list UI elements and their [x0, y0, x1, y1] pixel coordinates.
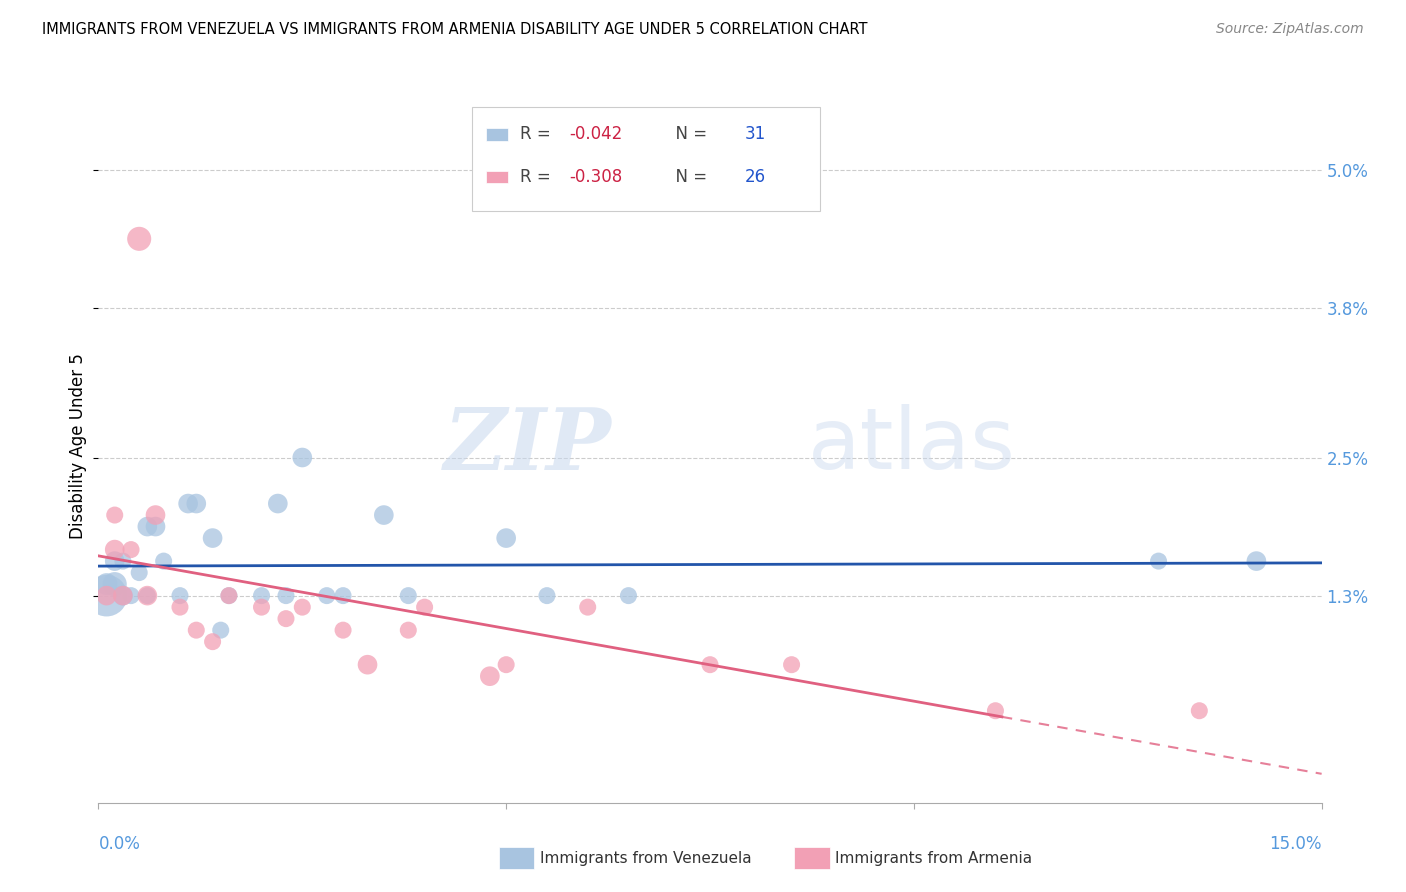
FancyBboxPatch shape [486, 170, 508, 184]
Point [145, 519, 167, 533]
Text: -0.308: -0.308 [569, 168, 623, 186]
Point [96, 589, 118, 603]
Point [96, 577, 118, 591]
Point [104, 508, 127, 522]
Point [120, 542, 142, 557]
Point [218, 589, 240, 603]
Text: ZIP: ZIP [444, 404, 612, 488]
Point [104, 554, 127, 568]
Point [617, 589, 640, 603]
Text: R =: R = [520, 168, 557, 186]
Point [111, 554, 134, 568]
Text: R =: R = [520, 125, 557, 143]
Text: N =: N = [665, 125, 713, 143]
Point [186, 623, 208, 637]
Point [332, 589, 354, 603]
Point [413, 600, 436, 615]
Point [145, 508, 167, 522]
Point [186, 497, 208, 511]
Point [136, 519, 159, 533]
Text: N =: N = [665, 168, 713, 186]
FancyBboxPatch shape [486, 128, 508, 141]
Point [120, 589, 142, 603]
Point [274, 589, 297, 603]
Point [111, 589, 134, 603]
Point [1246, 554, 1268, 568]
Point [984, 704, 1007, 718]
Point [201, 531, 224, 545]
Point [177, 497, 200, 511]
Point [111, 589, 134, 603]
Point [152, 554, 174, 568]
Text: 0.0%: 0.0% [98, 835, 141, 853]
Point [169, 589, 191, 603]
Text: -0.042: -0.042 [569, 125, 623, 143]
Point [104, 542, 127, 557]
Point [536, 589, 558, 603]
Point [699, 657, 721, 672]
Point [291, 600, 314, 615]
Point [356, 657, 378, 672]
Y-axis label: Disability Age Under 5: Disability Age Under 5 [69, 353, 87, 539]
Point [396, 589, 419, 603]
Point [495, 531, 517, 545]
Text: atlas: atlas [808, 404, 1017, 488]
Point [396, 623, 419, 637]
Point [780, 657, 803, 672]
Point [128, 566, 150, 580]
Point [274, 612, 297, 626]
Point [128, 232, 150, 246]
Point [1188, 704, 1211, 718]
FancyBboxPatch shape [471, 107, 820, 211]
Point [218, 589, 240, 603]
Text: IMMIGRANTS FROM VENEZUELA VS IMMIGRANTS FROM ARMENIA DISABILITY AGE UNDER 5 CORR: IMMIGRANTS FROM VENEZUELA VS IMMIGRANTS … [42, 22, 868, 37]
Text: Immigrants from Venezuela: Immigrants from Venezuela [540, 851, 752, 865]
Point [576, 600, 599, 615]
Point [201, 634, 224, 648]
Text: 15.0%: 15.0% [1270, 835, 1322, 853]
Point [495, 657, 517, 672]
Point [291, 450, 314, 465]
Point [96, 589, 118, 603]
Point [478, 669, 501, 683]
Point [136, 589, 159, 603]
Point [315, 589, 337, 603]
Point [209, 623, 232, 637]
Point [250, 600, 273, 615]
Text: Immigrants from Armenia: Immigrants from Armenia [835, 851, 1032, 865]
Point [136, 589, 159, 603]
Point [104, 577, 127, 591]
Text: Source: ZipAtlas.com: Source: ZipAtlas.com [1216, 22, 1364, 37]
Point [1147, 554, 1170, 568]
Point [250, 589, 273, 603]
Point [169, 600, 191, 615]
Point [373, 508, 395, 522]
Text: 31: 31 [744, 125, 765, 143]
Point [267, 497, 290, 511]
Text: 26: 26 [744, 168, 765, 186]
Point [332, 623, 354, 637]
